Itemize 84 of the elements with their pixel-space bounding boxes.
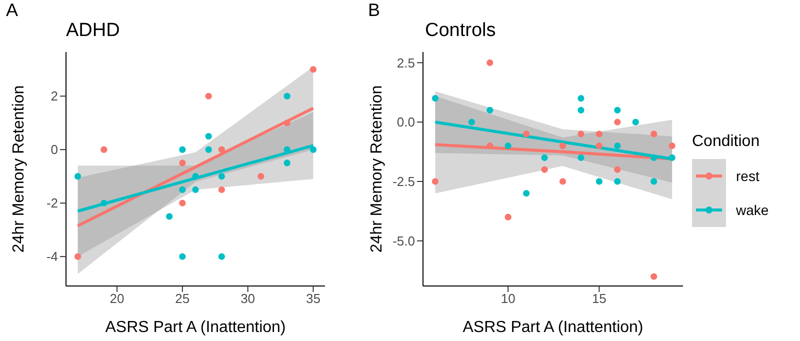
point (192, 186, 199, 194)
x-axis-title: ASRS Part A (Inattention) (462, 319, 644, 336)
x-tick-label: 35 (306, 291, 320, 306)
point (559, 178, 566, 185)
point (205, 146, 212, 153)
legend-label: rest (736, 168, 760, 184)
chart-title: ADHD (66, 20, 120, 42)
point (179, 146, 186, 153)
point (218, 186, 225, 194)
point (486, 59, 494, 66)
x-tick-label: 25 (175, 291, 190, 306)
legend-label: wake (736, 202, 769, 218)
legend-title: Condition (692, 133, 761, 151)
point (284, 92, 290, 100)
text: A (6, 0, 18, 21)
point (632, 118, 639, 126)
point (310, 146, 317, 153)
point (668, 154, 676, 162)
y-tick-label: -4 (46, 249, 58, 264)
point (218, 146, 225, 153)
point (258, 173, 264, 180)
point (74, 173, 82, 180)
x-axis-title: ASRS Part A (Inattention) (105, 319, 286, 336)
point (486, 142, 494, 150)
x-tick-label: 10 (500, 291, 516, 306)
point (100, 146, 108, 153)
point (74, 253, 82, 260)
point (614, 166, 621, 173)
point (179, 186, 186, 194)
point (179, 160, 186, 166)
y-tick-label: -5.0 (392, 233, 415, 248)
point (578, 154, 584, 162)
point (614, 118, 621, 126)
point (504, 214, 512, 220)
y-axis-title: 24hr Memory Retention (10, 85, 28, 253)
point (166, 213, 173, 220)
point (578, 95, 584, 102)
point (218, 253, 225, 260)
point (468, 118, 475, 126)
x-tick-label: 20 (110, 291, 124, 306)
point (432, 95, 439, 102)
point (596, 130, 602, 138)
point (179, 200, 186, 206)
point (284, 146, 290, 153)
point (310, 66, 317, 73)
point (192, 173, 199, 180)
point (284, 160, 290, 166)
x-tick-label: 15 (592, 291, 606, 306)
point (559, 142, 566, 150)
y-tick-label: -2 (46, 196, 58, 211)
point (541, 166, 548, 173)
point (284, 120, 290, 126)
point (668, 142, 676, 150)
point (523, 190, 530, 197)
text: B (368, 0, 380, 21)
point (596, 178, 602, 185)
point (541, 154, 548, 162)
y-tick-label: 0 (50, 142, 58, 158)
point (179, 253, 186, 260)
point (614, 142, 621, 150)
chart-title: Controls (425, 20, 496, 42)
point (486, 106, 494, 114)
point (578, 106, 584, 114)
point (205, 132, 212, 140)
point (614, 106, 621, 114)
point (650, 154, 658, 162)
point (650, 130, 658, 138)
point (523, 130, 530, 138)
y-tick-label: 2.5 (396, 55, 415, 70)
x-tick-label: 30 (240, 291, 256, 306)
y-tick-label: -2.5 (392, 174, 415, 190)
point (504, 142, 512, 150)
y-axis-title: 24hr Memory Retention (368, 85, 386, 253)
point (614, 178, 621, 185)
y-tick-label: 2 (50, 88, 58, 104)
point (205, 92, 212, 100)
y-tick-label: 0.0 (396, 114, 415, 130)
point (100, 200, 108, 206)
point (432, 178, 439, 185)
point (578, 130, 584, 138)
point (596, 142, 602, 150)
point (650, 273, 658, 280)
point (218, 173, 225, 180)
point (650, 178, 658, 185)
